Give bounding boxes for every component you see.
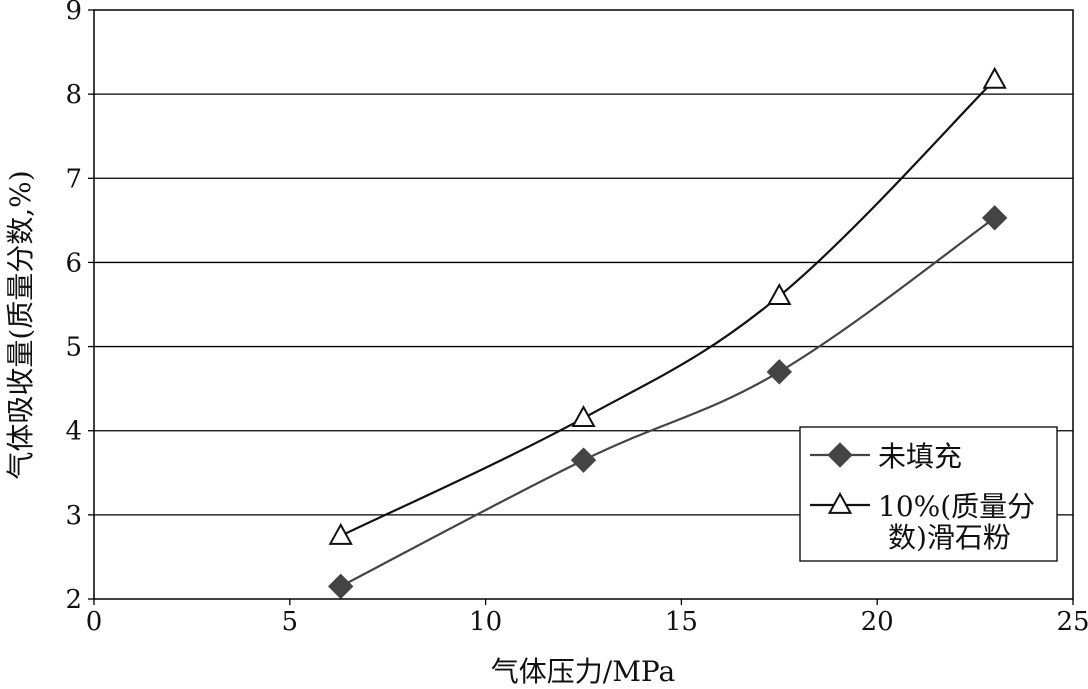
x-tick-label-5: 5 [282,607,299,637]
data-point-s1-3 [982,66,1007,89]
x-tick-label-0: 0 [86,607,103,637]
series-line-0 [340,216,996,588]
y-tick-label-7: 7 [65,164,82,194]
y-tick-label-5: 5 [65,333,82,363]
x-axis-label: 气体压力/MPa [491,655,675,688]
y-axis-label: 气体吸收量(质量分数,%) [4,170,37,479]
x-tick-label-25: 25 [1056,607,1088,637]
axis-ticks [88,9,1074,605]
data-point-s1-2 [767,283,792,306]
y-tick-label-3: 3 [65,501,82,531]
x-tick-label-15: 15 [665,607,698,637]
data-point-s0-2 [766,359,793,385]
plot-area-frame [93,9,1074,600]
series-markers [328,66,1008,600]
legend-label-1-line-0: 10%(质量分 [878,490,1035,523]
legend-marker-0 [827,442,853,468]
legend-marker-1 [827,491,853,514]
series-line-1 [340,79,996,537]
data-point-s1-0 [328,522,353,545]
data-point-s0-3 [981,205,1008,231]
x-tick-label-20: 20 [861,607,894,637]
legend: 未填充 10%(质量分数)滑石粉 [799,426,1058,562]
y-tick-label-6: 6 [65,248,82,278]
tick-labels: 2 3 4 5 6 7 8 9 0 5 10 15 20 25 [65,0,1088,637]
y-tick-label-9: 9 [65,0,82,26]
data-point-s0-1 [570,447,597,473]
x-tick-label-10: 10 [469,607,502,637]
series-lines [340,79,996,588]
legend-label-1-line-1: 数)滑石粉 [888,521,1011,554]
y-tick-label-8: 8 [65,80,82,110]
legend-label-0-line-0: 未填充 [878,440,962,473]
data-point-s1-1 [571,405,596,428]
y-tick-label-2: 2 [65,585,82,615]
y-tick-label-4: 4 [65,417,82,447]
data-point-s0-0 [328,573,354,600]
